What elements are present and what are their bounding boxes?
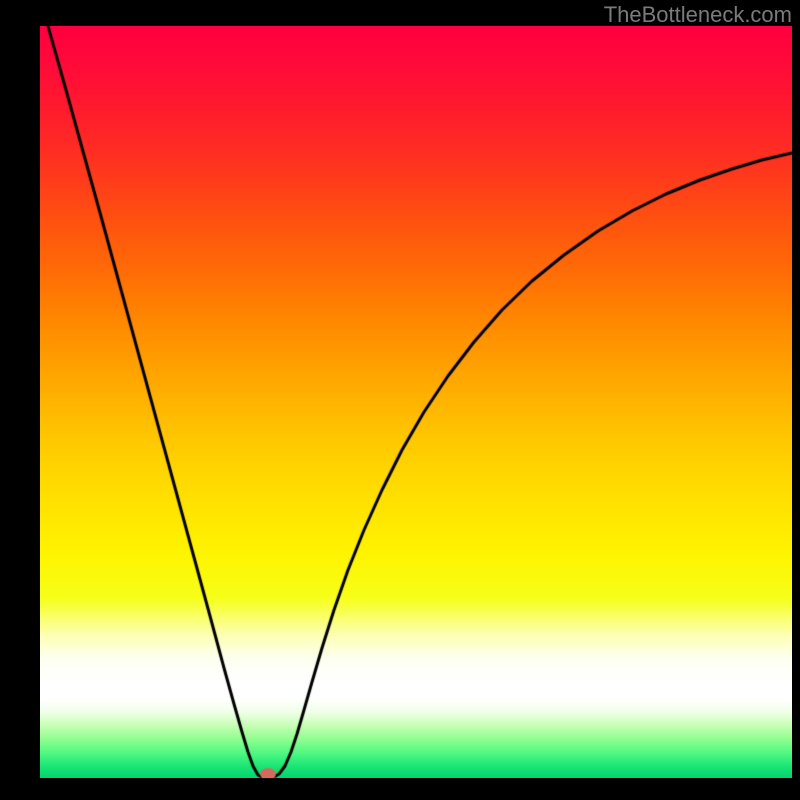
watermark-label: TheBottleneck.com — [604, 2, 792, 28]
chart-stage: TheBottleneck.com — [0, 0, 800, 800]
chart-curve-canvas — [0, 0, 800, 800]
